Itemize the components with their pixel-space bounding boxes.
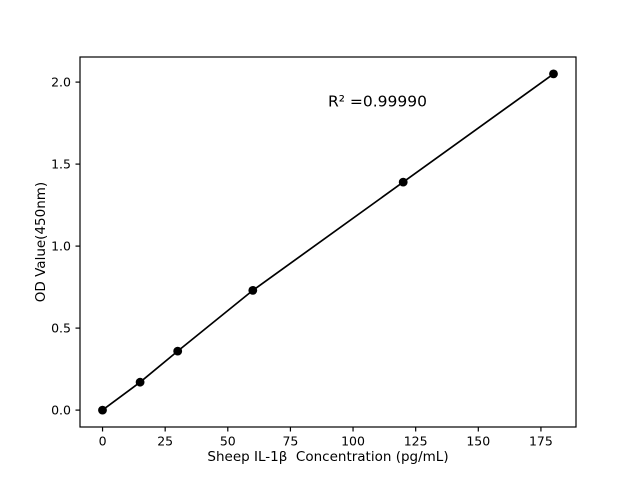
x-tick-label: 150 xyxy=(466,434,490,449)
regression-line xyxy=(101,73,555,411)
y-tick-label: 2.0 xyxy=(51,75,71,90)
y-tick-label: 1.5 xyxy=(51,157,71,172)
data-point-marker xyxy=(98,405,107,415)
data-point-marker xyxy=(549,69,558,79)
data-point-marker xyxy=(398,177,408,187)
y-tick-label: 0.0 xyxy=(51,403,71,418)
data-point-marker xyxy=(173,346,183,356)
data-points xyxy=(98,69,558,415)
x-tick-label: 50 xyxy=(220,434,236,449)
y-axis-ticks: 0.0 0.5 1.0 1.5 2.0 xyxy=(51,75,80,418)
x-tick-label: 175 xyxy=(529,434,553,449)
x-tick-label: 75 xyxy=(282,434,298,449)
plot-area xyxy=(79,56,577,428)
x-axis-ticks: 0 25 50 75 100 125 150 175 xyxy=(99,427,553,449)
r-squared-annotation: R² =0.99990 xyxy=(328,93,427,111)
y-tick-label: 0.5 xyxy=(51,321,71,336)
x-tick-label: 25 xyxy=(157,434,173,449)
y-tick-label: 1.0 xyxy=(51,239,71,254)
x-tick-label: 125 xyxy=(404,434,428,449)
y-axis-label: OD Value(450nm) xyxy=(33,182,49,302)
data-point-marker xyxy=(248,286,258,295)
data-point-marker xyxy=(135,377,145,387)
x-axis-label: Sheep IL-1β Concentration (pg/mL) xyxy=(207,449,448,465)
x-tick-label: 100 xyxy=(341,434,365,449)
x-tick-label: 0 xyxy=(99,434,107,449)
